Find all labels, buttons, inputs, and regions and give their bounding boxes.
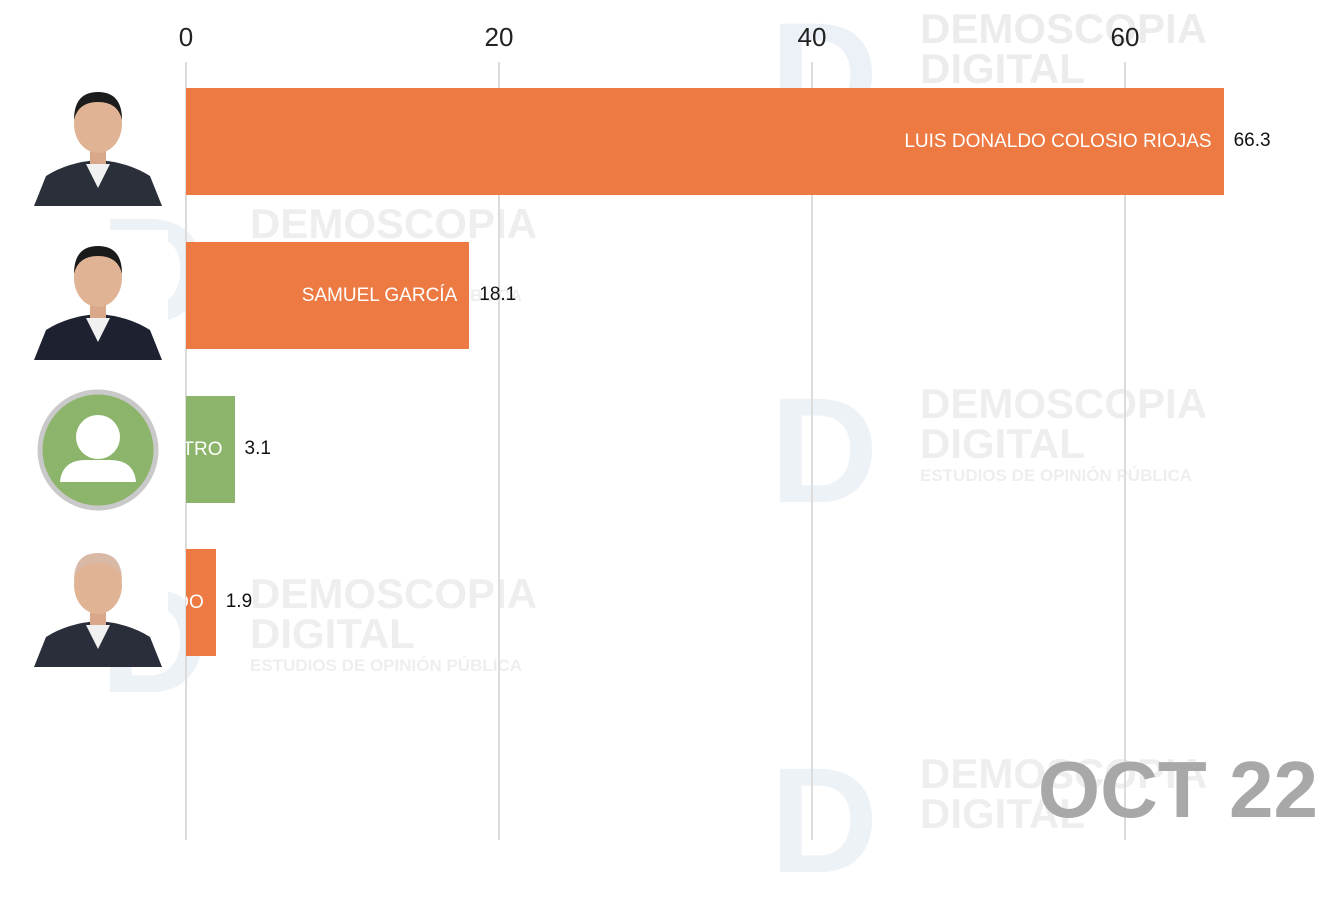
x-tick-label: 40 [797, 22, 827, 52]
candidate-photo [28, 537, 168, 672]
gridline [498, 62, 500, 840]
watermark-line1: DEMOSCOPIA [920, 380, 1208, 427]
watermark-line1: DEMOSCOPIA [920, 5, 1208, 52]
watermark-line1: DEMOSCOPIA [250, 570, 538, 617]
x-tick-label: 20 [484, 22, 514, 52]
bar: SAMUEL GARCÍA [186, 242, 470, 349]
watermark-logo: D [770, 366, 879, 534]
bar-label: LUIS DONALDO COLOSIO RIOJAS [904, 130, 1212, 152]
period-label: OCT 22 [1037, 745, 1318, 834]
value-label: 18.1 [479, 283, 517, 305]
bar-label: TRO [186, 438, 223, 460]
bar: LUIS DONALDO COLOSIO RIOJAS [186, 88, 1224, 195]
candidate-photo [28, 230, 168, 365]
x-tick-label: 60 [1110, 22, 1140, 52]
watermark-line1: DEMOSCOPIA [250, 200, 538, 247]
watermark-line2: DIGITAL [250, 610, 415, 657]
value-label: 66.3 [1233, 129, 1271, 151]
chart-stage: D DEMOSCOPIA DIGITAL ESTUDIOS DE OPINIÓN… [28, 0, 1318, 895]
watermark-line2: DIGITAL [920, 420, 1085, 467]
bar-label: SAMUEL GARCÍA [301, 284, 458, 306]
watermark-logo: D [770, 736, 879, 904]
gridline [811, 62, 813, 840]
gridline [1124, 62, 1126, 840]
bar: TRO [186, 396, 235, 503]
user-icon [36, 388, 160, 517]
x-tick-label: 0 [178, 22, 194, 52]
watermark-line2: DIGITAL [920, 45, 1085, 92]
candidate-photo [28, 76, 168, 211]
watermark-sub: ESTUDIOS DE OPINIÓN PÚBLICA [920, 466, 1193, 485]
bar: DO [186, 549, 216, 656]
value-label: 1.9 [225, 590, 253, 612]
watermark-sub: ESTUDIOS DE OPINIÓN PÚBLICA [250, 656, 523, 675]
value-label: 3.1 [244, 437, 271, 459]
bar-label: DO [186, 591, 204, 613]
